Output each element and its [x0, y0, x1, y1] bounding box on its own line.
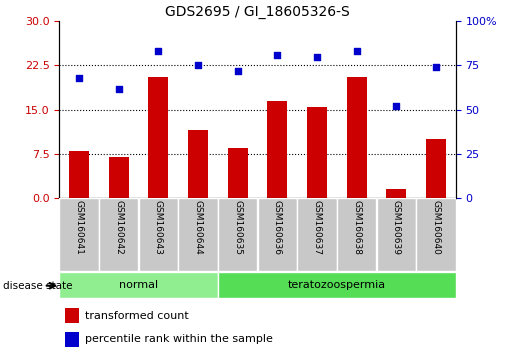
- Text: teratozoospermia: teratozoospermia: [288, 280, 386, 290]
- Text: GSM160636: GSM160636: [273, 200, 282, 256]
- Bar: [297, 198, 337, 271]
- Bar: [376, 198, 416, 271]
- Bar: [109, 157, 129, 198]
- Bar: [139, 198, 178, 271]
- Bar: [178, 198, 218, 271]
- Bar: [386, 189, 406, 198]
- Text: normal: normal: [119, 280, 158, 290]
- Text: transformed count: transformed count: [85, 311, 189, 321]
- Bar: [416, 198, 456, 271]
- Text: GSM160641: GSM160641: [75, 200, 83, 255]
- Point: [313, 54, 321, 59]
- Text: GSM160640: GSM160640: [432, 200, 440, 255]
- Bar: [218, 198, 258, 271]
- Point: [273, 52, 281, 58]
- Text: percentile rank within the sample: percentile rank within the sample: [85, 334, 273, 344]
- Point: [194, 63, 202, 68]
- Bar: [267, 101, 287, 198]
- Text: GSM160635: GSM160635: [233, 200, 242, 256]
- Bar: [258, 198, 297, 271]
- Text: disease state: disease state: [3, 281, 72, 291]
- Text: GSM160638: GSM160638: [352, 200, 361, 256]
- Bar: [65, 332, 79, 347]
- Title: GDS2695 / GI_18605326-S: GDS2695 / GI_18605326-S: [165, 5, 350, 19]
- Bar: [59, 272, 218, 298]
- Bar: [337, 198, 376, 271]
- Bar: [218, 272, 456, 298]
- Bar: [69, 151, 89, 198]
- Point: [392, 103, 401, 109]
- Bar: [59, 198, 99, 271]
- Point: [75, 75, 83, 81]
- Text: GSM160639: GSM160639: [392, 200, 401, 256]
- Point: [432, 64, 440, 70]
- Bar: [426, 139, 446, 198]
- Bar: [347, 77, 367, 198]
- Text: GSM160637: GSM160637: [313, 200, 321, 256]
- Text: GSM160644: GSM160644: [194, 200, 202, 255]
- Text: GSM160642: GSM160642: [114, 200, 123, 255]
- Bar: [99, 198, 139, 271]
- Bar: [188, 130, 208, 198]
- Point: [154, 48, 162, 54]
- Bar: [307, 107, 327, 198]
- Bar: [65, 308, 79, 323]
- Bar: [228, 148, 248, 198]
- Point: [114, 86, 123, 91]
- Bar: [148, 77, 168, 198]
- Point: [352, 48, 360, 54]
- Point: [233, 68, 242, 74]
- Text: GSM160643: GSM160643: [154, 200, 163, 255]
